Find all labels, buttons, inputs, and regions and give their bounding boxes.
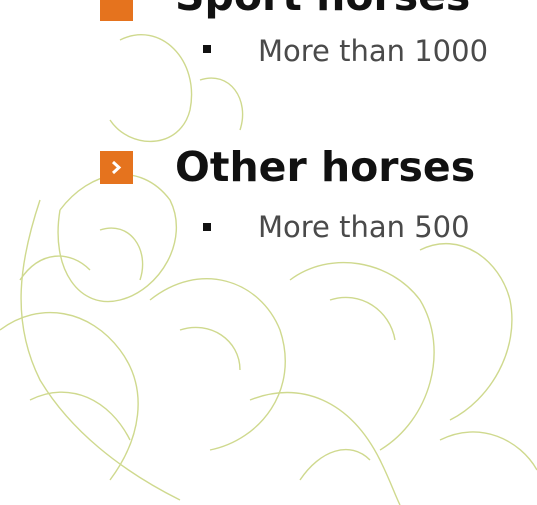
bullet-icon (100, 151, 133, 184)
sub-bullet (203, 45, 211, 53)
sub-bullet (203, 223, 211, 231)
slide: Sport horses More than 1000 Other horses… (0, 0, 537, 505)
bullet-title: Sport horses (175, 0, 470, 17)
bullet-item: More than 500 (258, 213, 470, 242)
bullet-icon (100, 0, 133, 21)
rose-drawing (0, 0, 537, 505)
bullet-item: More than 1000 (258, 37, 488, 66)
chevron (100, 151, 133, 184)
bullet-title: Other horses (175, 147, 475, 188)
